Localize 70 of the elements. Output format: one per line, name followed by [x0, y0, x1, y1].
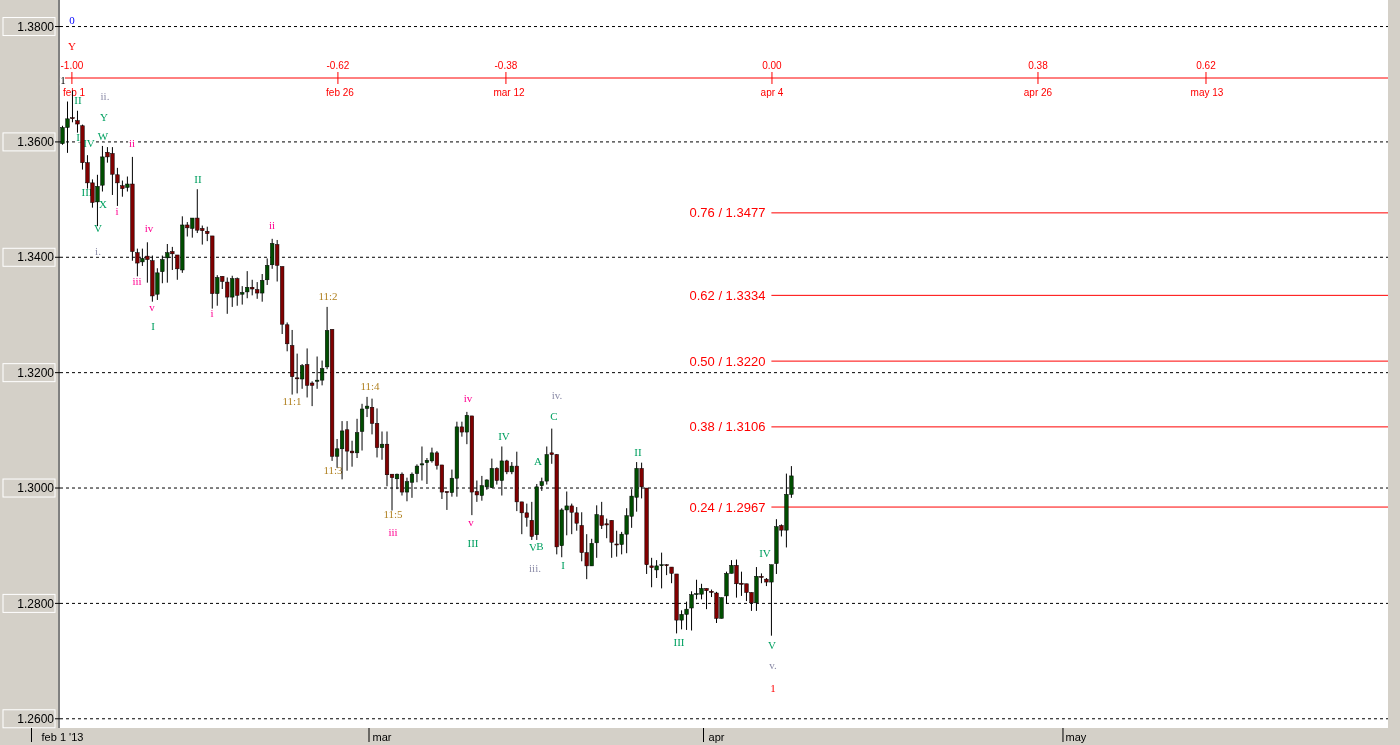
ref-line-label: 0.38 / 1.3106	[689, 419, 766, 435]
annotation: II	[194, 172, 202, 185]
annotation: V	[94, 221, 103, 234]
annotation: 11:2	[318, 289, 338, 302]
annotation: v	[468, 515, 475, 528]
annotation: V	[529, 540, 538, 553]
annotation: iv	[144, 221, 154, 234]
y-tick-label: 1.3000	[17, 481, 55, 496]
annotation: III	[467, 536, 479, 549]
annotation: W	[97, 129, 109, 142]
annotation: ii	[268, 218, 276, 231]
annotation: Y	[68, 39, 77, 52]
ref-line-label: 0.24 / 1.2967	[689, 499, 766, 515]
annotation: II	[634, 445, 642, 458]
annotation: iv.	[551, 388, 563, 401]
ref-line-label: 0.50 / 1.3220	[689, 353, 766, 369]
annotation: mar 12	[493, 86, 525, 98]
x-tick-label: mar	[372, 731, 392, 743]
y-tick-label: 1.3600	[17, 135, 55, 150]
annotation: iii	[132, 274, 142, 287]
annotation: ii.	[100, 89, 110, 102]
annotation: I	[151, 319, 156, 332]
annotation: 0	[69, 13, 76, 26]
annotation: I	[76, 130, 81, 143]
x2-tick-label: 0.00	[762, 60, 783, 71]
annotation: C	[550, 409, 558, 422]
y-tick-label: 1.3800	[17, 19, 55, 34]
annotation: 11:4	[360, 379, 381, 392]
annotation: v	[149, 300, 156, 313]
y-tick-label: 1.2600	[17, 711, 55, 726]
x2-tick-label: 0.62	[1196, 60, 1217, 71]
annotation: i	[115, 204, 119, 217]
annotation: apr 4	[760, 86, 784, 98]
annotation: 1	[60, 73, 66, 86]
y-tick-label: 1.2800	[17, 596, 55, 611]
x-tick-label: may	[1065, 731, 1087, 743]
annotation: i.	[95, 244, 102, 257]
y-tick-label: 1.3200	[17, 365, 55, 380]
annotation: V	[768, 638, 777, 651]
ref-line-label: 0.76 / 1.3477	[689, 205, 766, 221]
annotation: iii.	[529, 561, 542, 574]
annotation: iv	[463, 391, 473, 404]
annotation: 11:5	[383, 507, 404, 520]
x2-tick-label: -0.62	[326, 60, 350, 71]
annotation: X	[99, 197, 108, 210]
annotation: III	[673, 635, 685, 648]
annotation: A	[534, 454, 543, 467]
x2-tick-label: 0.38	[1028, 60, 1049, 71]
annotation: ii	[128, 136, 136, 149]
annotation: 1	[770, 681, 776, 694]
annotation: B	[536, 539, 544, 552]
x-tick-label: feb 1 '13	[41, 731, 84, 743]
annotation: I	[561, 558, 566, 571]
annotation: v.	[769, 658, 778, 671]
annotation: feb 26	[326, 86, 355, 98]
annotation: feb 1	[62, 86, 86, 98]
annotation: apr 26	[1023, 86, 1053, 98]
y-tick-label: 1.3400	[17, 250, 55, 265]
annotation: i	[210, 306, 214, 319]
x-tick-label: apr	[708, 731, 725, 743]
ref-line-label: 0.62 / 1.3334	[689, 287, 766, 303]
annotation: IV	[759, 546, 771, 559]
x2-tick-label: -0.38	[494, 60, 518, 71]
annotation: 11:3	[323, 463, 344, 476]
x2-tick-label: -1.00	[60, 60, 84, 71]
annotation: IV	[498, 429, 510, 442]
annotation: 11:1	[282, 394, 302, 407]
annotation: iii	[388, 525, 398, 538]
annotation: Y	[100, 110, 109, 123]
annotation: may 13	[1190, 86, 1224, 98]
